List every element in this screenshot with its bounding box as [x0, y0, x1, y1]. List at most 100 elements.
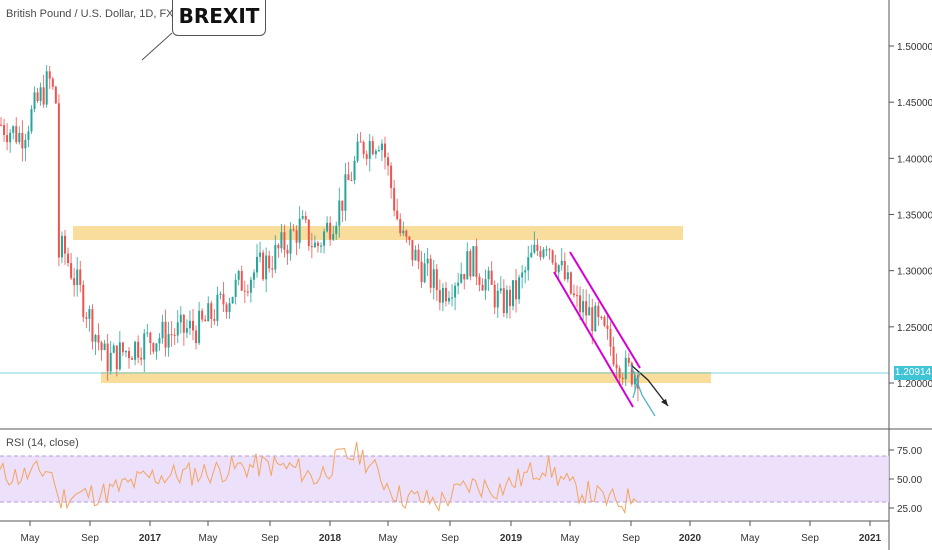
candle-body	[326, 222, 329, 232]
candle-body	[213, 319, 216, 321]
candle-body	[106, 343, 109, 372]
candle-body	[621, 377, 624, 380]
candle-body	[265, 255, 268, 280]
callout-pointer	[141, 32, 173, 61]
candle-body	[432, 269, 435, 288]
candle-body	[316, 242, 319, 246]
candle-body	[344, 174, 347, 211]
candle-body	[478, 276, 481, 285]
candle-body	[73, 278, 76, 286]
candle-body	[237, 270, 240, 280]
candle-body	[542, 249, 545, 258]
channel-upper	[569, 251, 641, 369]
candle-body	[48, 71, 51, 79]
candle-body	[283, 232, 286, 250]
candle-body	[192, 320, 194, 331]
x-axis: May Sep 2017 May Sep 2018 May Sep 2019 May Sep 2020…	[21, 521, 882, 544]
candle-body	[411, 240, 414, 261]
candle-body	[12, 126, 15, 133]
candle-body	[493, 284, 496, 308]
candle-body	[109, 352, 112, 372]
candle-body	[24, 139, 27, 149]
candle-body	[423, 263, 426, 283]
candle-body	[630, 362, 633, 385]
candle-body	[515, 280, 518, 300]
candle-body	[21, 132, 24, 149]
candle-body	[505, 289, 508, 314]
candle-body	[27, 131, 30, 140]
candle-body	[131, 358, 134, 360]
candle-body	[569, 272, 572, 294]
candle-body	[566, 272, 569, 280]
candle-body	[530, 252, 533, 258]
candle-body	[475, 246, 478, 277]
candle-body	[149, 332, 152, 344]
candle-body	[79, 269, 82, 285]
candle-body	[582, 301, 585, 313]
support-zone	[101, 372, 711, 383]
candle-body	[234, 279, 237, 298]
y-tick-label: 1.20000	[897, 379, 932, 390]
arrowhead-black	[661, 399, 668, 406]
candle-body	[167, 334, 170, 348]
candle-body	[112, 345, 115, 353]
candle-body	[240, 270, 243, 291]
candle-body	[594, 305, 597, 332]
candle-body	[615, 364, 618, 369]
x-tick-label: Sep	[801, 533, 819, 544]
candle-body	[60, 235, 63, 258]
candle-body	[563, 260, 566, 280]
rsi-label: RSI (14, close)	[6, 437, 79, 449]
candle-body	[551, 250, 554, 263]
candle-body	[335, 225, 338, 235]
candle-body	[67, 253, 70, 264]
candle-body	[588, 307, 591, 316]
candle-body	[472, 246, 475, 277]
candle-body	[609, 328, 612, 347]
candle-body	[396, 210, 399, 220]
candle-body	[585, 301, 588, 316]
x-tick-label: Sep	[81, 533, 99, 544]
candle-body	[576, 295, 578, 297]
candle-body	[298, 218, 301, 243]
candle-body	[368, 141, 371, 159]
candle-body	[414, 249, 417, 261]
y-tick-label: 1.50000	[897, 42, 932, 53]
candle-body	[481, 284, 484, 291]
candle-body	[219, 293, 222, 295]
x-tick-label: May	[379, 533, 398, 544]
candle-body	[323, 231, 326, 246]
rsi-tick-label: 25.00	[897, 504, 922, 515]
candle-body	[88, 309, 91, 319]
candle-body	[204, 319, 207, 322]
candle-body	[246, 291, 249, 293]
channel-lower	[553, 271, 634, 408]
candle-body	[188, 320, 191, 329]
candle-body	[256, 256, 258, 273]
projection-arrow-teal-2	[632, 371, 641, 399]
candle-body	[118, 342, 121, 370]
candle-body	[210, 303, 213, 320]
candle-body	[444, 287, 447, 302]
x-tick-label: Sep	[622, 533, 640, 544]
candle-body	[579, 295, 582, 313]
candle-body	[143, 333, 146, 360]
candle-body	[405, 230, 408, 237]
x-tick-label: 2018	[319, 533, 342, 544]
candle-body	[274, 244, 277, 270]
candle-body	[512, 280, 514, 307]
candle-body	[134, 341, 137, 360]
projection-arrow-teal	[630, 364, 656, 417]
candle-body	[158, 338, 161, 344]
candle-body	[557, 265, 560, 273]
candle-body	[82, 284, 85, 318]
candle-body	[633, 375, 636, 385]
rsi-band	[0, 455, 889, 503]
candle-body	[591, 307, 594, 332]
candle-body	[173, 334, 176, 336]
candle-body	[399, 219, 402, 234]
candle-body	[347, 174, 350, 181]
candle-body	[521, 272, 524, 278]
candle-body	[51, 78, 54, 87]
candle-body	[3, 124, 6, 135]
